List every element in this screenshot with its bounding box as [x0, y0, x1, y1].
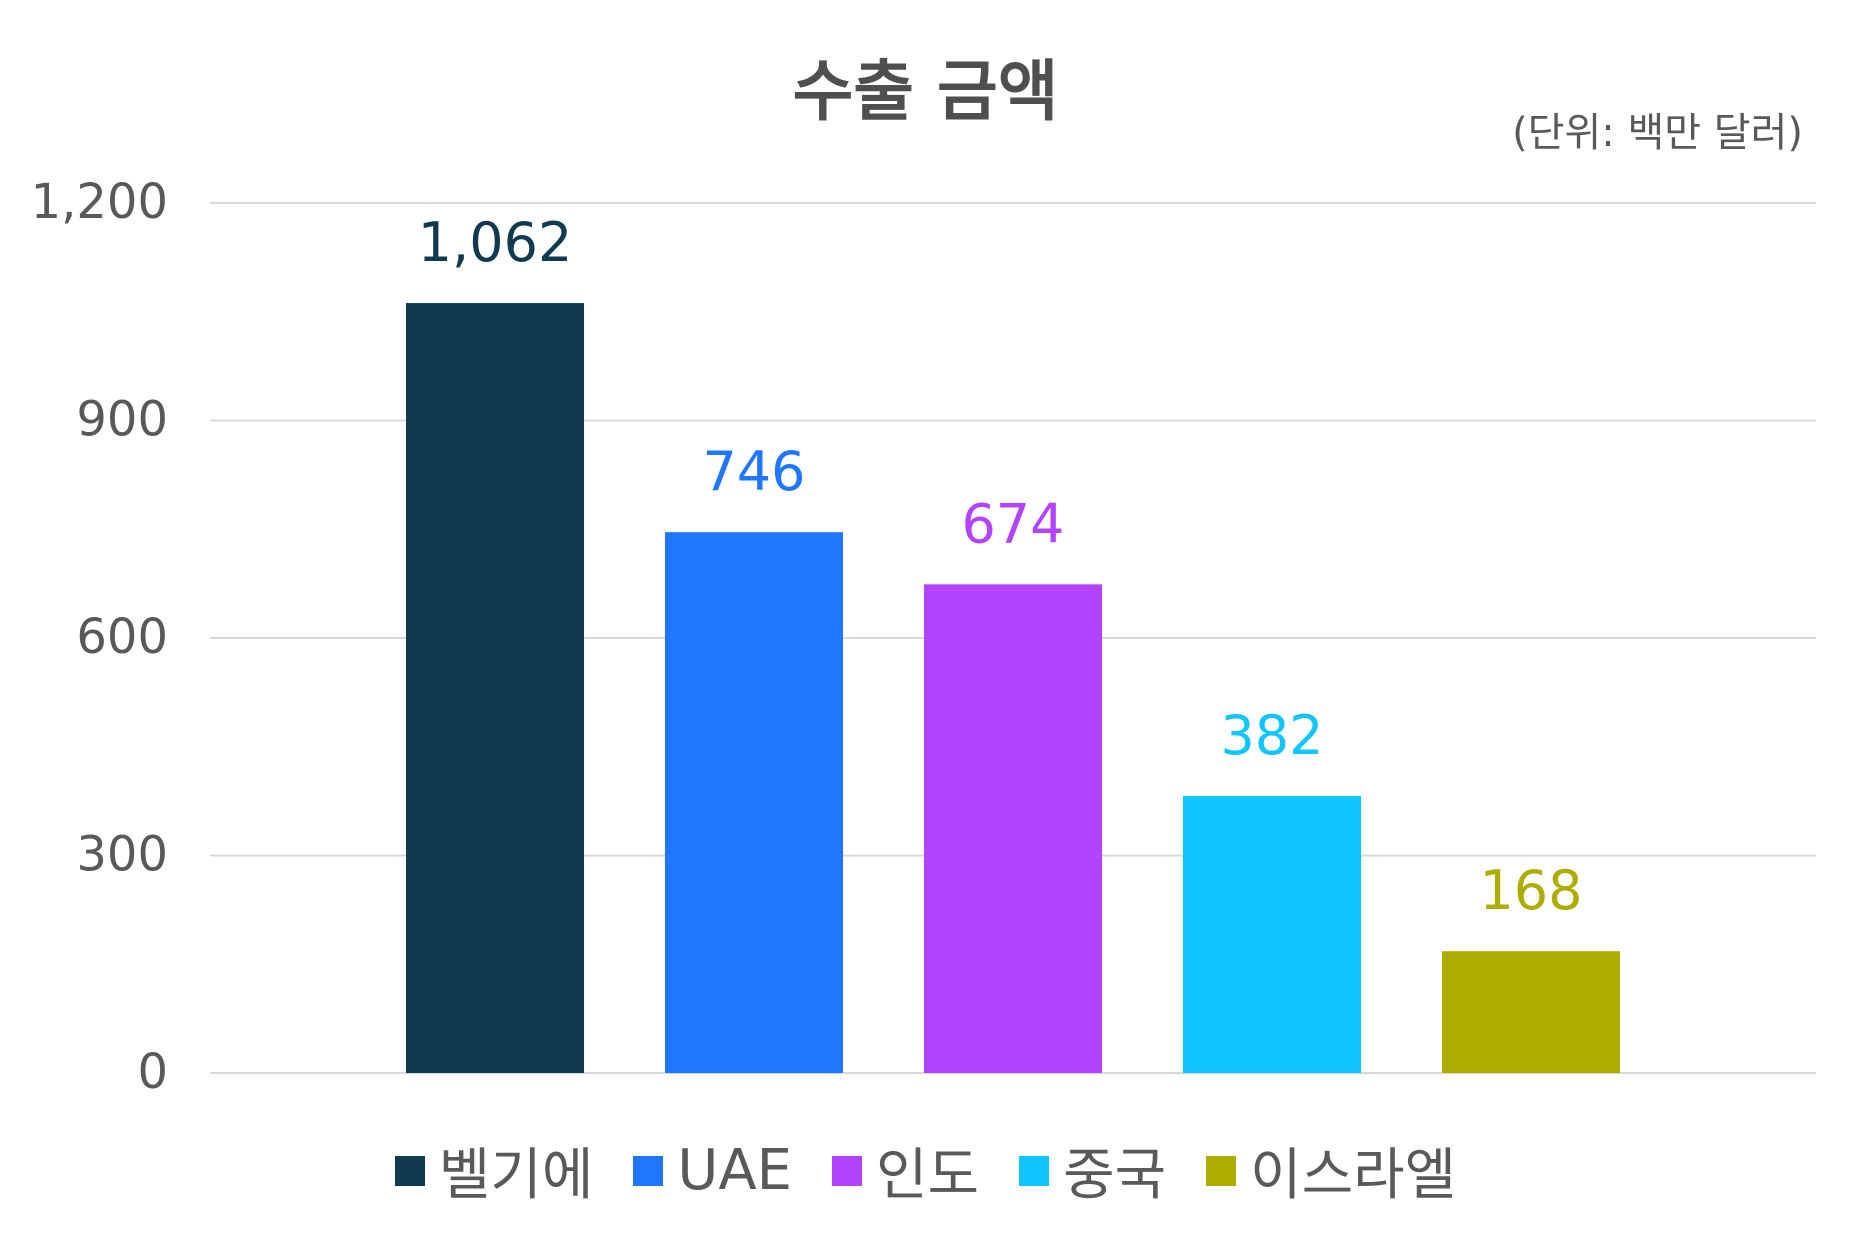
unit-note: (단위: 백만 달러)	[1512, 110, 1803, 156]
bar-1	[665, 532, 843, 1073]
data-labels: 1,062 746 674 382 168	[418, 211, 1583, 922]
chart-title: 수출 금액	[792, 53, 1059, 130]
y-axis-ticks: 0 300 600 900 1,200	[31, 174, 168, 1100]
legend-label: 중국	[1063, 1143, 1167, 1208]
legend-label: UAE	[677, 1138, 793, 1203]
data-label: 674	[961, 492, 1064, 555]
data-label: 1,062	[418, 211, 573, 274]
legend-swatch	[394, 1155, 425, 1186]
bar-4	[1442, 951, 1620, 1073]
legend-item: 인도	[832, 1130, 979, 1211]
data-label: 746	[702, 440, 805, 503]
legend-item: 이스라엘	[1206, 1130, 1456, 1211]
legend-label: 벨기에	[438, 1143, 594, 1208]
legend-label: 이스라엘	[1250, 1143, 1457, 1208]
y-tick-label: 300	[76, 827, 168, 883]
legend-swatch	[633, 1155, 664, 1186]
y-tick-label: 0	[137, 1044, 168, 1100]
bars	[406, 303, 1620, 1073]
data-label: 168	[1479, 859, 1582, 922]
legend-item: UAE	[633, 1138, 792, 1203]
bar-0	[406, 303, 584, 1073]
legend-label: 인도	[876, 1143, 980, 1208]
bar-3	[1183, 796, 1361, 1073]
legend-item: 벨기에	[394, 1130, 594, 1211]
y-tick-label: 1,200	[31, 174, 168, 230]
legend-swatch	[832, 1155, 863, 1186]
legend-item: 중국	[1019, 1130, 1166, 1211]
legend-swatch	[1206, 1155, 1237, 1186]
legend-swatch	[1019, 1155, 1050, 1186]
legend: 벨기에 UAE 인도 중국 이스라엘	[0, 1130, 1851, 1211]
bar-2	[924, 584, 1102, 1073]
y-tick-label: 900	[76, 392, 168, 448]
data-label: 382	[1220, 704, 1323, 767]
y-tick-label: 600	[76, 609, 168, 665]
